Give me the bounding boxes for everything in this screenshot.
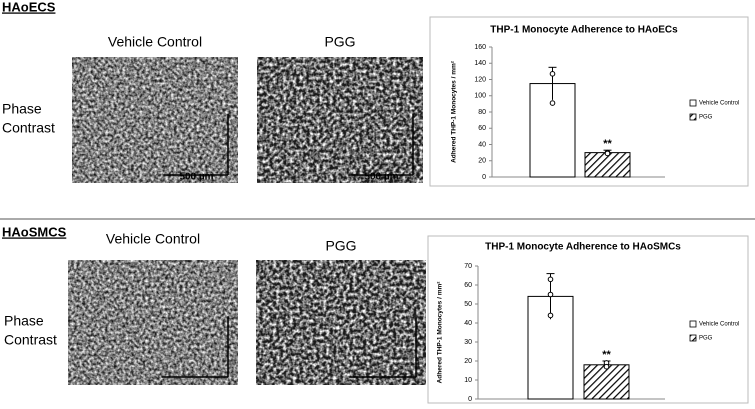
scale-label: 500 µm <box>364 172 398 183</box>
significance: ** <box>603 138 612 150</box>
bar <box>583 364 630 400</box>
legend-label: Vehicle Control <box>699 322 739 328</box>
legend-swatch <box>689 113 697 121</box>
data-point <box>549 71 556 77</box>
y-tick-label: 100 <box>474 93 486 100</box>
y-tick-label: 50 <box>464 301 472 308</box>
data-point <box>549 100 556 106</box>
y-tick-label: 40 <box>464 320 472 327</box>
data-point <box>604 150 611 157</box>
y-tick-label: 10 <box>464 377 472 384</box>
image-caption: Vehicle Control <box>108 34 202 50</box>
image-caption: PGG <box>325 238 356 254</box>
y-tick-label: 70 <box>464 263 472 270</box>
chart-title: THP-1 Monocyte Adherence to HAoECs <box>490 25 678 36</box>
phase-label: Phase <box>4 313 44 329</box>
legend-swatch <box>689 320 697 328</box>
y-tick-label: 0 <box>482 174 486 181</box>
phase-label: Contrast <box>2 120 55 136</box>
panel-label: HAoSMCS <box>2 224 67 239</box>
legend-label: PGG <box>699 115 713 121</box>
data-point <box>547 276 554 283</box>
y-tick-label: 20 <box>478 158 486 165</box>
y-tick-label: 140 <box>474 60 486 67</box>
micrograph-texture <box>256 260 426 385</box>
micrograph-texture <box>68 260 238 385</box>
y-axis-label: Adhered THP-1 Monocytes / mm² <box>451 60 458 163</box>
y-axis-label: Adhered THP-1 Monocytes / mm² <box>437 281 444 384</box>
y-tick-label: 60 <box>464 282 472 289</box>
y-tick-label: 60 <box>478 125 486 132</box>
significance: ** <box>602 349 611 361</box>
legend-label: Vehicle Control <box>699 101 739 107</box>
y-tick-label: 40 <box>478 141 486 148</box>
panel-label: HAoECS <box>2 0 56 14</box>
data-point <box>547 312 554 319</box>
y-tick-label: 20 <box>464 358 472 365</box>
y-tick-label: 0 <box>468 396 472 403</box>
data-point <box>603 363 610 370</box>
image-caption: Vehicle Control <box>106 231 200 247</box>
y-tick-label: 80 <box>478 109 486 116</box>
legend-swatch <box>689 334 697 342</box>
y-tick-label: 120 <box>474 76 486 83</box>
y-tick-label: 30 <box>464 339 472 346</box>
legend-swatch <box>689 99 697 107</box>
chart-title: THP-1 Monocyte Adherence to HAoSMCs <box>485 242 681 253</box>
bar <box>584 152 631 178</box>
micrograph-texture <box>257 57 423 183</box>
legend-label: PGG <box>699 336 713 342</box>
phase-label: Contrast <box>4 332 57 348</box>
phase-label: Phase <box>2 101 42 117</box>
micrograph-texture <box>72 57 238 183</box>
y-tick-label: 160 <box>474 44 486 51</box>
data-point <box>547 291 554 298</box>
image-caption: PGG <box>324 34 355 50</box>
scale-label: 500 µm <box>179 172 213 183</box>
